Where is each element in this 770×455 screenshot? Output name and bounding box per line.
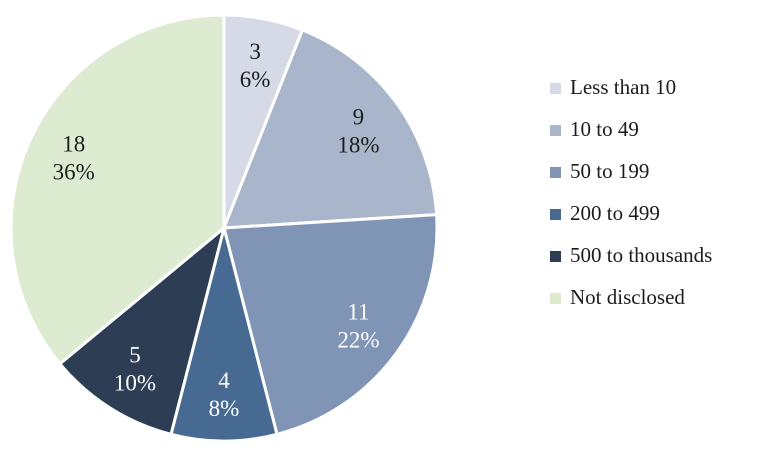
legend-item-500-to-thousands: 500 to thousands xyxy=(550,245,712,266)
legend-label: Less than 10 xyxy=(570,75,677,99)
pie-chart: 3 6% 9 18% 11 22% 4 8% 5 10% 18 36% xyxy=(9,13,439,443)
legend-label: 200 to 499 xyxy=(570,201,660,225)
pie-slice-label-500-to-thousands: 5 10% xyxy=(114,342,156,395)
legend-swatch-icon xyxy=(550,82,561,94)
pie-slice-not-disclosed xyxy=(9,13,226,366)
pie-slice-label-less-than-10: 3 6% xyxy=(240,39,271,92)
legend-label: 500 to thousands xyxy=(570,243,713,267)
legend-swatch-icon xyxy=(550,208,561,220)
pie-slice-label-10-to-49: 9 18% xyxy=(337,104,379,157)
pie-slice-200-to-499 xyxy=(169,226,279,443)
legend-swatch-icon xyxy=(550,166,561,178)
legend-swatch-icon xyxy=(550,124,561,136)
pie-slice-label-200-to-499: 4 8% xyxy=(209,368,240,421)
legend-item-not-disclosed: Not disclosed xyxy=(550,287,712,308)
pie-slice-10-to-49 xyxy=(222,28,439,230)
pie-slice-50-to-199 xyxy=(222,213,439,436)
legend-label: 10 to 49 xyxy=(570,117,639,141)
legend-item-10-to-49: 10 to 49 xyxy=(550,119,712,140)
legend-label: 50 to 199 xyxy=(570,159,650,183)
legend-swatch-icon xyxy=(550,292,561,304)
legend-item-50-to-199: 50 to 199 xyxy=(550,161,712,182)
chart-legend: Less than 10 10 to 49 50 to 199 200 to 499 5… xyxy=(550,77,712,308)
legend-item-less-than-10: Less than 10 xyxy=(550,77,712,98)
pie-slice-label-not-disclosed: 18 36% xyxy=(53,131,95,184)
legend-label: Not disclosed xyxy=(570,285,685,309)
legend-swatch-icon xyxy=(550,250,561,262)
legend-item-200-to-499: 200 to 499 xyxy=(550,203,712,224)
pie-slice-500-to-thousands xyxy=(58,226,226,436)
pie-slice-label-50-to-199: 11 22% xyxy=(337,300,379,353)
